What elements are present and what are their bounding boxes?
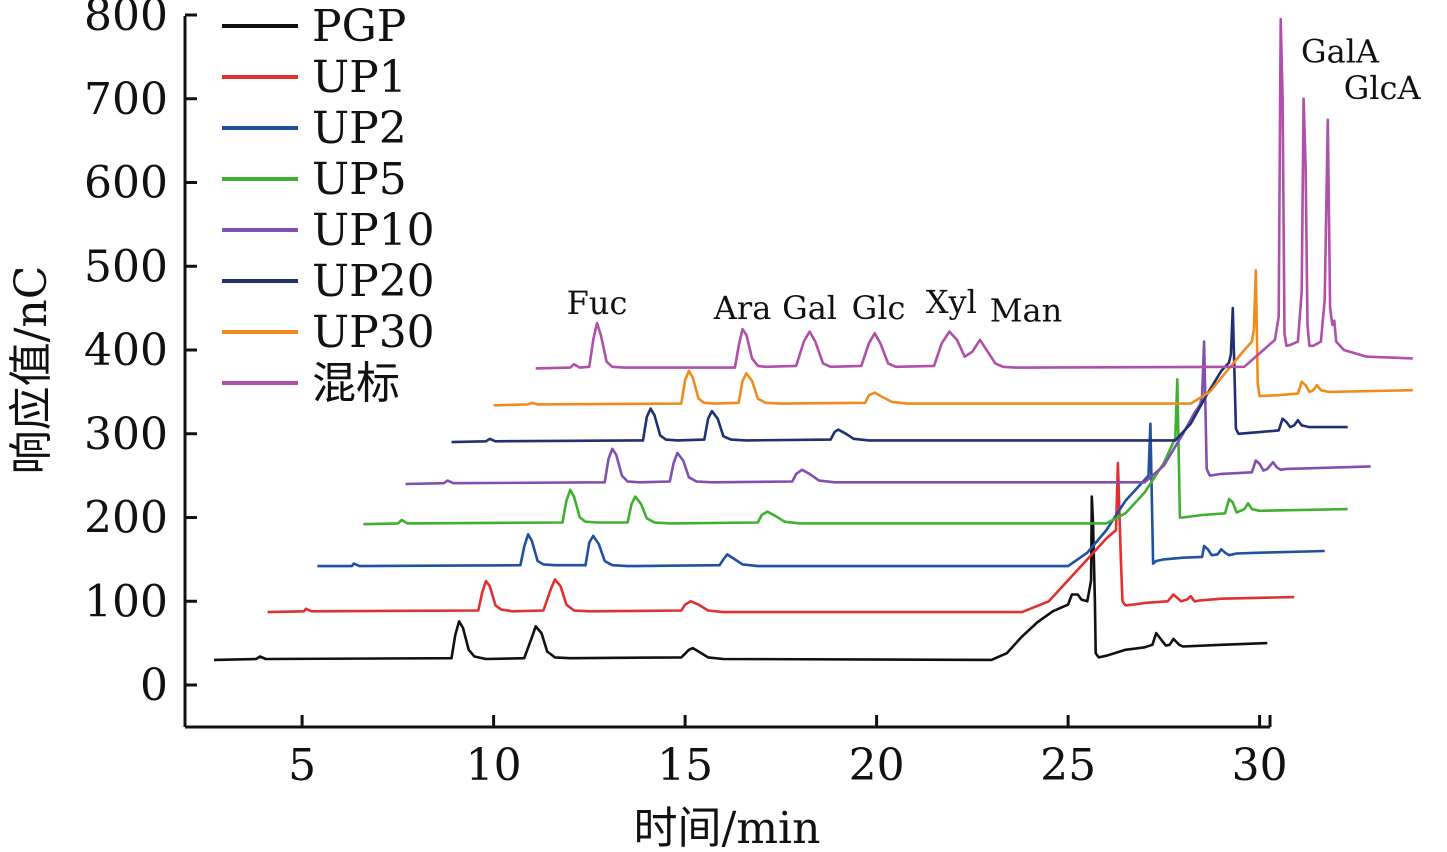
- y-tick-label: 700: [84, 74, 168, 125]
- x-tick-label: 15: [657, 740, 713, 791]
- y-axis-title: 响应值/nC: [6, 266, 57, 475]
- peak-label: GalA: [1301, 33, 1380, 71]
- peak-label: GlcA: [1344, 69, 1422, 107]
- peak-label: Man: [990, 292, 1062, 330]
- peak-label: Gal: [782, 289, 837, 327]
- legend-label: 混标: [312, 358, 400, 409]
- peak-label: Glc: [852, 289, 906, 327]
- series-layer: [213, 17, 1413, 662]
- legend-label: PGP: [312, 1, 406, 52]
- legend-label: UP10: [312, 205, 435, 256]
- series-line-7: [535, 17, 1413, 370]
- series-line-4: [405, 340, 1371, 486]
- y-tick-label: 300: [84, 409, 168, 460]
- x-tick-label: 20: [849, 740, 905, 791]
- peak-label: Fuc: [567, 284, 628, 322]
- x-axis-title: 时间/min: [634, 803, 821, 852]
- series-line-3: [363, 377, 1348, 526]
- series-line-1: [267, 461, 1295, 614]
- legend-label: UP2: [312, 103, 407, 154]
- series-line-0: [213, 495, 1268, 662]
- legend-label: UP20: [312, 256, 435, 307]
- series-line-2: [317, 422, 1325, 568]
- x-tick-label: 25: [1040, 740, 1096, 791]
- legend-label: UP30: [312, 307, 435, 358]
- legend-label: UP5: [312, 154, 407, 205]
- series-line-6: [493, 269, 1413, 407]
- y-tick-label: 100: [84, 576, 168, 627]
- series-line-5: [451, 306, 1348, 444]
- axes: [183, 16, 1270, 729]
- y-tick-label: 0: [140, 660, 168, 711]
- ticks-layer: 0 100 200 300 400 500 600 700 800 5 10 15 20 25 30: [84, 0, 1288, 791]
- legend-label: UP1: [312, 52, 407, 103]
- x-tick-label: 5: [288, 740, 316, 791]
- y-tick-label: 600: [84, 158, 168, 209]
- y-tick-label: 200: [84, 493, 168, 544]
- y-tick-label: 500: [84, 241, 168, 292]
- x-tick-label: 30: [1232, 740, 1288, 791]
- x-tick-label: 10: [466, 740, 522, 791]
- peak-label: Xyl: [926, 283, 977, 321]
- peak-label: Ara: [713, 289, 771, 327]
- y-tick-label: 800: [84, 0, 168, 41]
- y-tick-label: 400: [84, 325, 168, 376]
